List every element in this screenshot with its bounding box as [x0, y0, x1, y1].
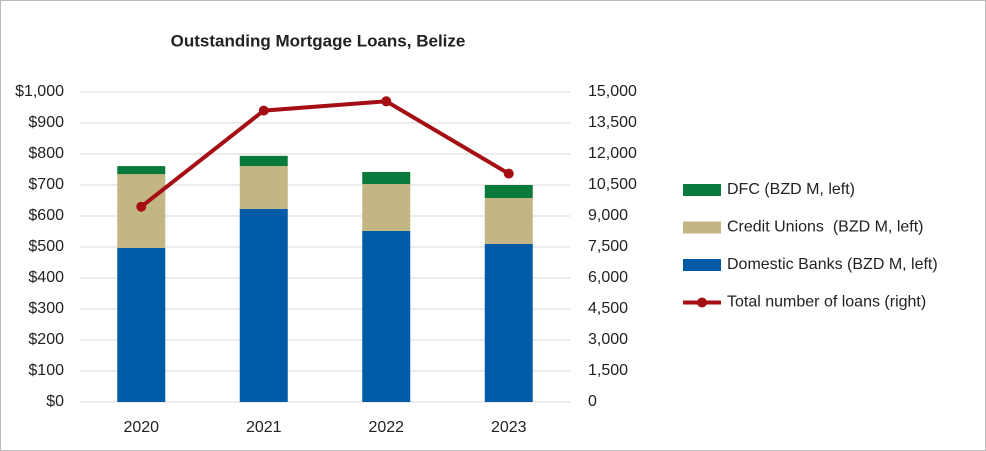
y-tick-label: $800 — [28, 145, 64, 162]
y2-tick-label: 13,500 — [588, 114, 637, 131]
y-tick-label: $600 — [28, 207, 64, 224]
bar — [239, 208, 288, 402]
bar — [484, 243, 533, 402]
line-marker — [258, 105, 269, 116]
y2-tick-label: 0 — [588, 393, 597, 410]
y2-tick-label: 9,000 — [588, 207, 628, 224]
y2-tick-label: 3,000 — [588, 331, 628, 348]
y-tick-label: $500 — [28, 238, 64, 255]
y2-tick-label: 10,500 — [588, 176, 637, 193]
chart-title: Outstanding Mortgage Loans, Belize — [171, 31, 466, 50]
legend-label: Total number of loans (right) — [727, 294, 926, 311]
y-tick-label: $900 — [28, 114, 64, 131]
y-tick-label: $100 — [28, 362, 64, 379]
line-marker — [503, 168, 514, 179]
y2-tick-label: 12,000 — [588, 145, 637, 162]
bar — [362, 184, 411, 231]
y-tick-label: $1,000 — [15, 83, 64, 100]
bar — [362, 171, 411, 185]
y-tick-label: $400 — [28, 269, 64, 286]
y2-tick-label: 1,500 — [588, 362, 628, 379]
y2-tick-label: 6,000 — [588, 269, 628, 286]
bar — [484, 185, 533, 199]
line-marker — [136, 201, 147, 212]
legend-swatch — [683, 259, 721, 271]
bar — [239, 155, 288, 167]
x-tick-label: 2022 — [368, 419, 404, 436]
y-tick-label: $200 — [28, 331, 64, 348]
y2-tick-label: 15,000 — [588, 83, 637, 100]
bar — [117, 166, 166, 175]
line — [140, 99, 510, 209]
bar — [239, 166, 288, 209]
line-marker — [381, 96, 392, 107]
bar — [117, 247, 166, 402]
bar — [484, 198, 533, 244]
y-tick-label: $300 — [28, 300, 64, 317]
y2-tick-label: 7,500 — [588, 238, 628, 255]
legend-swatch — [683, 184, 721, 196]
legend-label: Credit Unions (BZD M, left) — [727, 219, 923, 236]
legend-label: DFC (BZD M, left) — [727, 181, 855, 198]
y-tick-label: $0 — [46, 393, 64, 410]
x-tick-label: 2023 — [491, 419, 527, 436]
x-tick-label: 2020 — [123, 419, 159, 436]
legend-label: Domestic Banks (BZD M, left) — [727, 256, 938, 273]
y-tick-label: $700 — [28, 176, 64, 193]
legend-swatch — [683, 221, 721, 234]
bar — [362, 230, 411, 402]
x-tick-label: 2021 — [246, 419, 282, 436]
legend-swatch — [697, 297, 707, 308]
y2-tick-label: 4,500 — [588, 300, 628, 317]
